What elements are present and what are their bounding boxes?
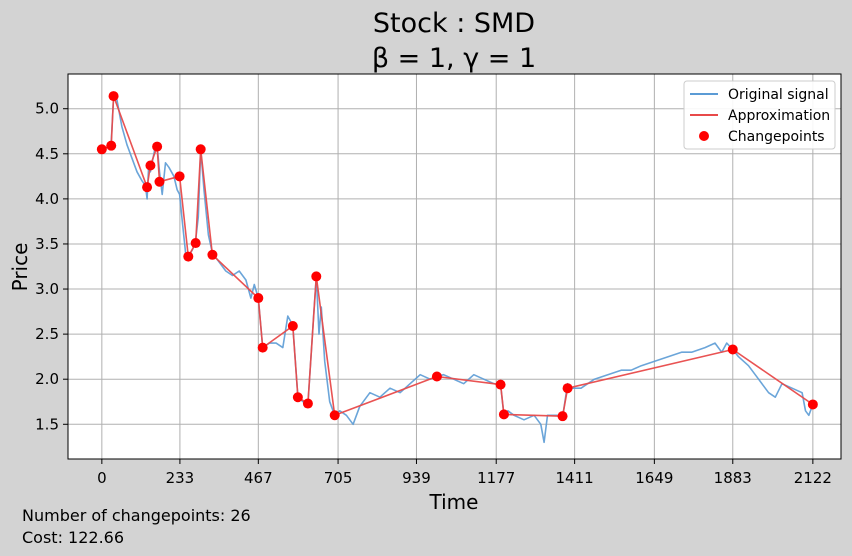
original-signal-line <box>101 95 814 444</box>
y-tick-label: 2.5 <box>35 325 59 343</box>
chart-title: Stock : SMD <box>373 8 535 39</box>
y-axis-label: Price <box>8 243 32 292</box>
changepoint-marker <box>207 249 218 260</box>
changepoint-marker <box>190 238 201 249</box>
x-tick-label: 1883 <box>714 469 752 487</box>
y-tick-label: 1.5 <box>35 415 59 433</box>
changepoint-marker <box>287 321 298 332</box>
chart-subtitle: β = 1, γ = 1 <box>372 43 536 74</box>
changepoint-marker <box>145 160 156 171</box>
changepoint-marker <box>183 251 194 262</box>
legend-changepoints-marker <box>699 131 709 141</box>
x-tick-label: 1649 <box>635 469 673 487</box>
legend-approximation-label: Approximation <box>728 108 830 124</box>
changepoint-marker <box>495 379 506 390</box>
x-axis-label: Time <box>429 490 479 514</box>
cost-text: Cost: 122.66 <box>22 528 125 547</box>
changepoint-marker <box>431 371 442 382</box>
y-tick-label: 3.5 <box>35 235 59 253</box>
changepoint-marker <box>329 410 340 421</box>
changepoint-marker <box>727 344 738 355</box>
changepoint-marker <box>292 392 303 403</box>
x-tick-label: 0 <box>97 469 107 487</box>
x-tick-label: 1411 <box>556 469 594 487</box>
changepoint-marker <box>253 293 264 304</box>
y-tick-label: 4.0 <box>35 190 59 208</box>
changepoint-layer <box>96 91 818 422</box>
changepoint-count-text: Number of changepoints: 26 <box>22 506 251 525</box>
y-tick-label: 5.0 <box>35 100 59 118</box>
changepoint-marker <box>195 144 206 155</box>
changepoint-marker <box>807 399 818 410</box>
changepoint-marker <box>152 141 163 152</box>
changepoint-marker <box>562 383 573 394</box>
changepoint-marker <box>257 342 268 353</box>
y-tick-label: 2.0 <box>35 370 59 388</box>
x-tick-label: 233 <box>166 469 195 487</box>
x-tick-label: 939 <box>402 469 431 487</box>
changepoint-marker <box>557 411 568 422</box>
x-axis: 0 233 467 705 939 1177 1411 1649 1883 2122 <box>97 459 832 487</box>
changepoint-marker <box>174 171 185 182</box>
legend-box <box>683 80 836 150</box>
x-tick-label: 1177 <box>477 469 515 487</box>
plot-frame <box>67 73 842 460</box>
changepoint-marker <box>142 182 153 193</box>
y-tick-label: 4.5 <box>35 145 59 163</box>
changepoint-marker <box>96 144 107 155</box>
changepoint-marker <box>311 271 322 282</box>
changepoint-marker <box>498 409 509 420</box>
changepoint-marker <box>106 140 117 151</box>
legend-original-label: Original signal <box>728 87 829 103</box>
legend: Original signal Approximation Changepoin… <box>683 80 836 150</box>
changepoint-marker <box>154 176 165 187</box>
y-axis: 1.5 2.0 2.5 3.0 3.5 4.0 4.5 5.0 <box>35 100 68 433</box>
legend-changepoints-label: Changepoints <box>728 129 825 145</box>
changepoint-marker <box>108 91 119 102</box>
x-tick-label: 2122 <box>794 469 832 487</box>
x-tick-label: 467 <box>244 469 273 487</box>
x-tick-label: 705 <box>324 469 353 487</box>
changepoint-marker <box>302 398 313 409</box>
y-tick-label: 3.0 <box>35 280 59 298</box>
